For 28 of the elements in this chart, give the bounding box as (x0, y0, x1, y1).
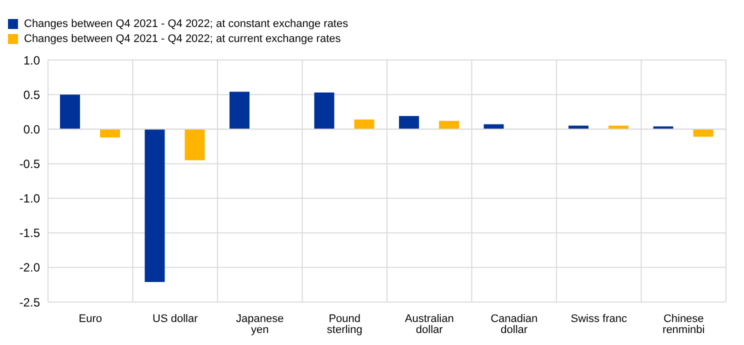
bar (100, 129, 120, 138)
bar (354, 119, 374, 130)
y-tick-label: 0.0 (23, 122, 40, 136)
bar (314, 92, 334, 130)
y-tick-label: -1.5 (19, 226, 40, 240)
legend-label: Changes between Q4 2021 - Q4 2022; at current exchange rates (24, 32, 341, 44)
x-tick-label: Pound sterling (326, 312, 362, 336)
x-tick-label: Japanese yen (236, 312, 284, 336)
bar (144, 129, 165, 282)
x-tick-label: Chinese renminbi (662, 312, 705, 336)
bar (439, 120, 459, 130)
y-tick-label: -2.5 (19, 295, 40, 310)
legend-label: Changes between Q4 2021 - Q4 2022; at constant exchange rates (24, 18, 348, 30)
y-tick-label: 0.5 (23, 88, 40, 102)
y-tick-label: -1.0 (19, 192, 40, 206)
bar (693, 129, 714, 137)
y-tick-label: 1.0 (23, 53, 40, 68)
x-tick-label: Euro (78, 312, 102, 325)
x-tick-label: US dollar (152, 312, 198, 325)
x-tick-label: Canadian dollar (490, 312, 538, 336)
bar (230, 92, 250, 130)
bar (60, 94, 80, 130)
x-tick-label: Swiss franc (570, 312, 628, 325)
y-tick-label: -2.0 (19, 260, 40, 275)
x-tick-label: Australian dollar (404, 312, 454, 336)
y-tick-label: -0.5 (19, 156, 40, 171)
bar (184, 129, 205, 160)
bar (399, 116, 419, 130)
